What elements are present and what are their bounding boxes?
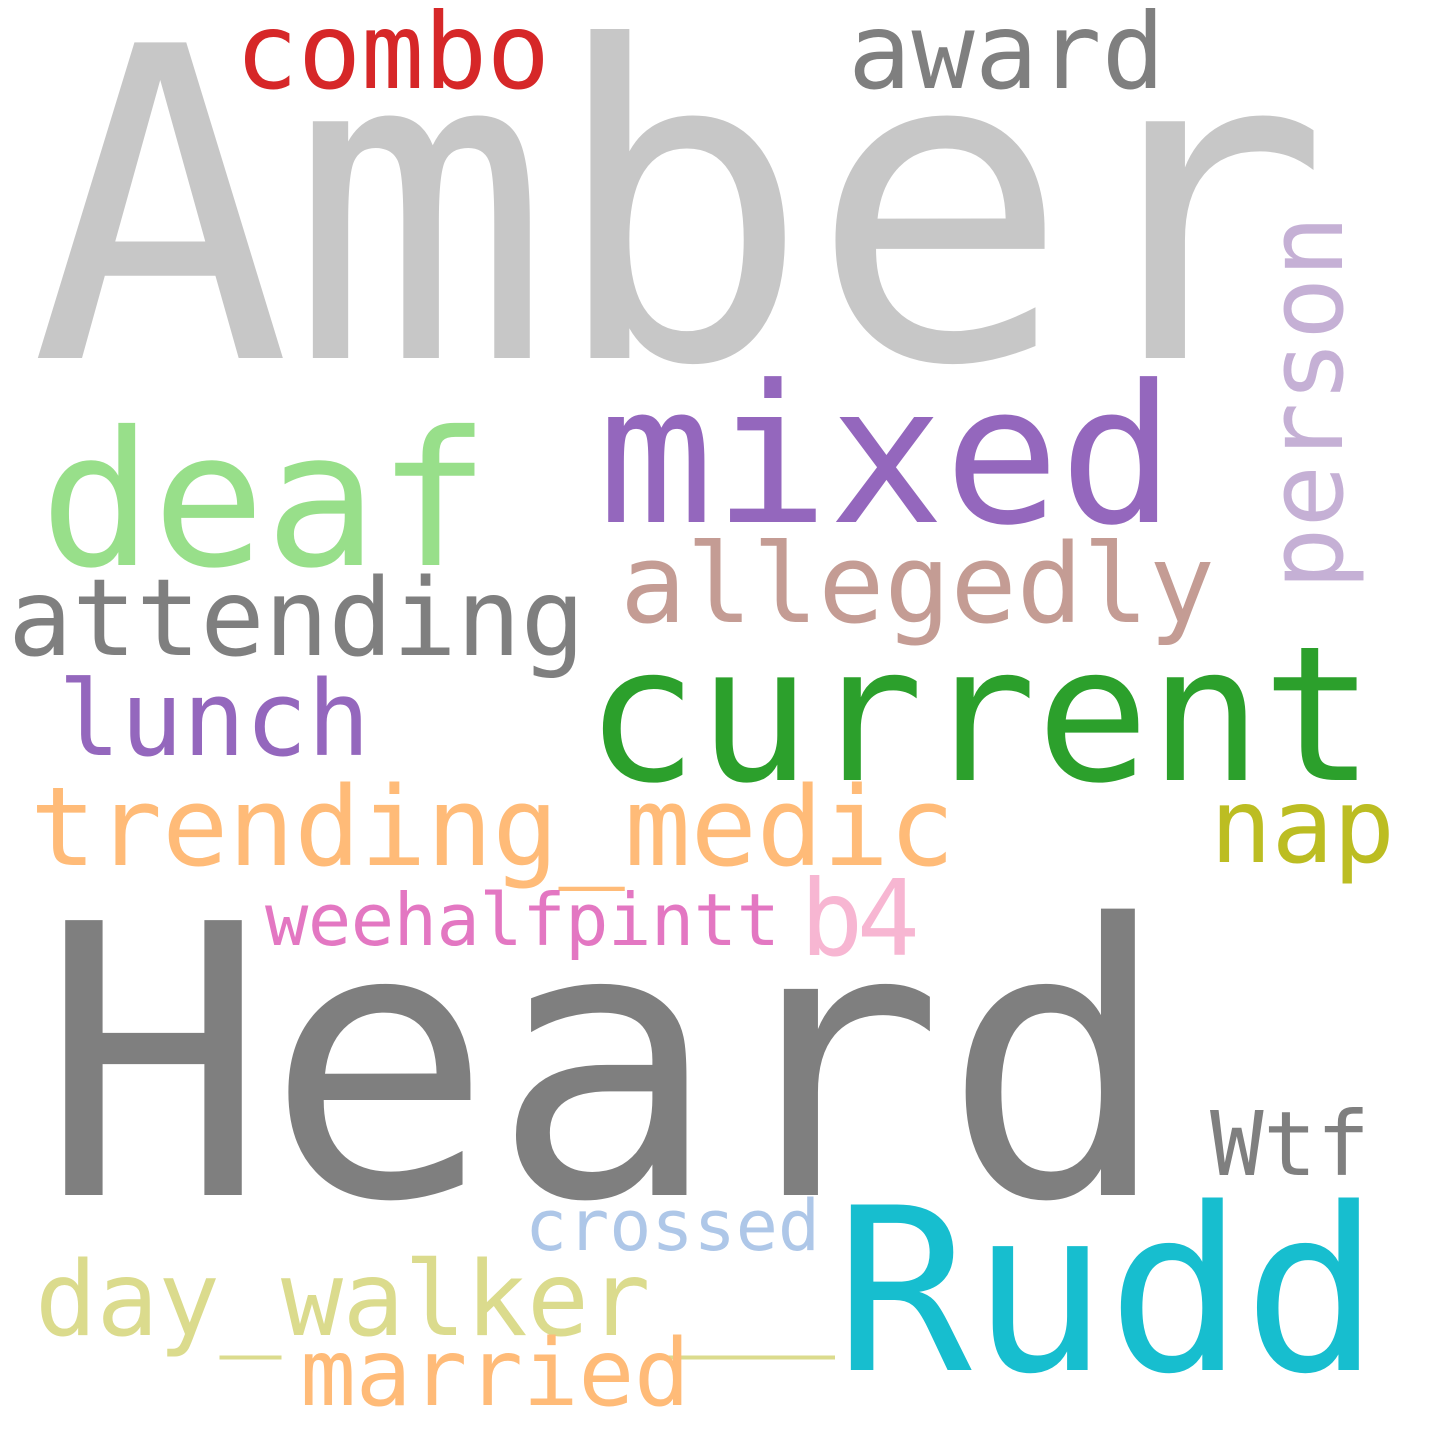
word: person bbox=[1245, 215, 1367, 590]
word: nap bbox=[1210, 767, 1395, 887]
word: combo bbox=[235, 0, 550, 113]
word: trending_medic bbox=[30, 763, 955, 891]
word: Amber bbox=[30, 0, 1330, 461]
word: married bbox=[300, 1319, 690, 1427]
word: deaf bbox=[40, 392, 490, 610]
word: lunch bbox=[58, 658, 370, 780]
word: b4 bbox=[800, 858, 920, 980]
word: crossed bbox=[525, 1185, 820, 1267]
word: current bbox=[585, 606, 1375, 825]
word: allegedly bbox=[620, 520, 1215, 648]
word: Heard bbox=[40, 845, 1170, 1284]
word: weehalfpintt bbox=[265, 878, 780, 962]
word: day_walker___ bbox=[35, 1240, 836, 1360]
word: mixed bbox=[598, 345, 1175, 568]
word: Rudd bbox=[835, 1159, 1380, 1424]
word: award bbox=[848, 0, 1165, 113]
word: Wtf bbox=[1210, 1092, 1370, 1196]
word: attending bbox=[8, 557, 585, 681]
